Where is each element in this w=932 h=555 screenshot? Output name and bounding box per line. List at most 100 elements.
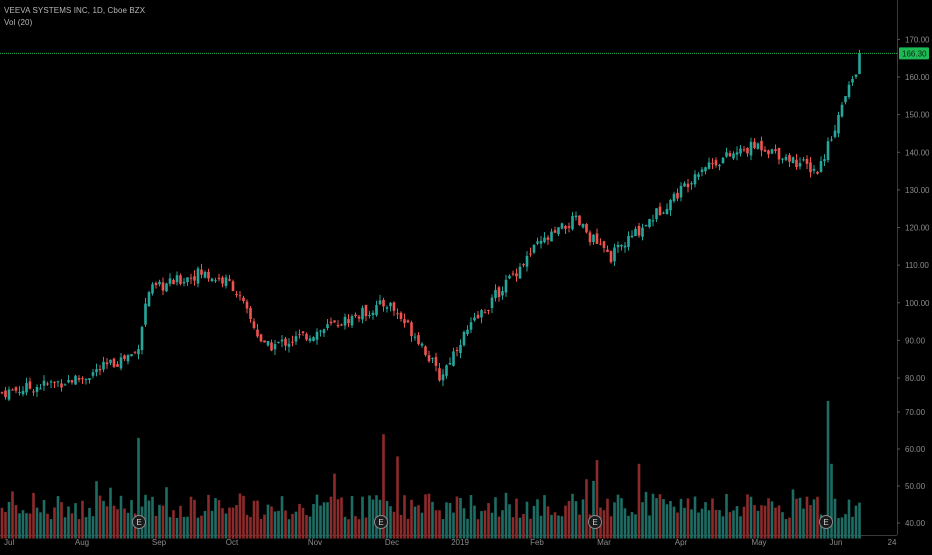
candle-body [126, 355, 130, 362]
candle-body [487, 310, 490, 312]
candlestick [749, 137, 753, 161]
volume-axis: 40.00 50.00 60.00 70.00 [897, 408, 926, 528]
candlestick [210, 277, 214, 282]
candlestick [95, 363, 98, 377]
earnings-event-marker: E [819, 515, 833, 529]
candle-body [501, 291, 504, 296]
candlestick [151, 282, 154, 296]
candlestick [46, 381, 49, 386]
candlestick [60, 379, 63, 392]
candlestick [518, 263, 522, 280]
candle-body [697, 174, 700, 177]
candlestick [840, 102, 844, 118]
candle-body [182, 281, 186, 284]
volume-bar [651, 493, 655, 539]
candlestick [413, 332, 417, 341]
earnings-event-label: E [378, 518, 383, 527]
candle-body [763, 149, 767, 152]
candlestick [375, 300, 378, 317]
candle-body [361, 307, 364, 320]
candlestick [329, 317, 333, 326]
volume-bar [315, 494, 319, 539]
time-tick-label: May [751, 538, 766, 547]
candlestick [494, 284, 497, 302]
candle-body [469, 322, 473, 330]
candle-body [392, 302, 396, 311]
candle-body [91, 372, 95, 376]
candlestick [406, 319, 410, 324]
candle-body [571, 216, 574, 230]
volume-bar [847, 499, 851, 539]
candlestick [123, 354, 126, 361]
candlestick [200, 263, 203, 279]
candlestick [487, 309, 490, 315]
candle-body [672, 193, 676, 202]
candle-body [483, 312, 487, 314]
candlestick [217, 273, 221, 282]
candlestick [305, 332, 308, 342]
candle-body [207, 271, 210, 279]
volume-bar [420, 512, 424, 539]
volume-bar [273, 511, 277, 539]
candle-body [63, 384, 67, 386]
price-axis: 80.00 90.00 100.00 110.00 120.00 130.00 140.00… [897, 35, 930, 383]
candle-body [595, 233, 599, 244]
candle-body [172, 279, 175, 285]
candle-body [168, 278, 172, 284]
candlestick [578, 215, 581, 226]
candle-body [735, 152, 739, 155]
volume-bar [749, 496, 753, 539]
candlestick [637, 222, 641, 238]
volume-bar [280, 496, 284, 539]
candle-body [193, 276, 196, 281]
candle-body [403, 319, 406, 324]
volume-bar [459, 497, 462, 539]
candle-body [147, 292, 151, 307]
price-tick-label: 120.00 [905, 224, 930, 233]
candle-body [473, 317, 476, 321]
candle-body [266, 340, 270, 346]
candlestick [599, 238, 602, 246]
candlestick [193, 270, 196, 286]
candle-body [732, 153, 735, 159]
candlestick [490, 294, 494, 314]
candle-body [427, 355, 431, 362]
candlestick [4, 386, 7, 400]
volume-bar [410, 499, 413, 539]
volume-bar [154, 515, 158, 539]
candlestick [343, 313, 347, 330]
candlestick [690, 181, 693, 190]
volume-bar [672, 506, 676, 539]
volume-bar [662, 499, 665, 539]
candle-body [116, 364, 119, 367]
volume-bar [0, 507, 4, 539]
candle-body [14, 387, 18, 391]
volume-bar [172, 510, 175, 539]
candle-body [774, 149, 777, 151]
candlestick [595, 228, 599, 244]
volume-bar [347, 519, 350, 539]
volume-bar [333, 473, 336, 539]
candlestick [536, 237, 539, 246]
volume-bar [504, 492, 508, 539]
volume-bar [543, 495, 546, 539]
candle-body [826, 141, 830, 161]
candlestick [161, 277, 165, 296]
candle-body [217, 277, 221, 280]
candlestick [795, 154, 798, 170]
candle-body [602, 241, 606, 248]
candle-body [133, 351, 137, 353]
candlestick [228, 274, 231, 282]
candlestick [340, 323, 343, 327]
candle-body [557, 227, 560, 235]
volume-bar [210, 510, 214, 539]
candle-body [42, 380, 46, 386]
candlestick [704, 166, 707, 175]
volume-bar [119, 495, 123, 539]
volume-bar [644, 491, 648, 539]
volume-bar [399, 514, 403, 539]
volume-bar [165, 487, 168, 539]
candle-body [683, 183, 686, 187]
